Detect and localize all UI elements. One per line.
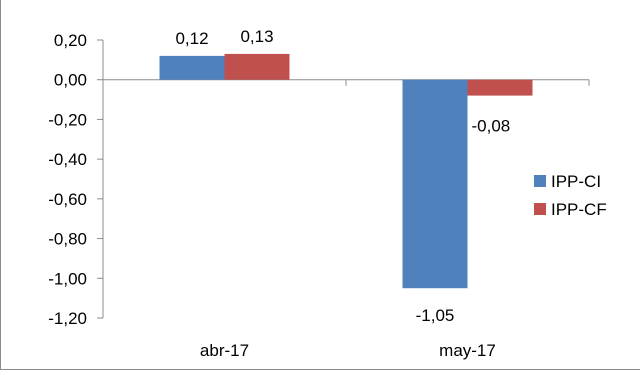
bar-ipp-ci-may-17 xyxy=(402,79,468,289)
y-tick-label: 0,20 xyxy=(54,31,87,50)
y-tick-label: -0,40 xyxy=(48,150,87,169)
y-tick-label: -0,20 xyxy=(48,110,87,129)
bar-ipp-ci-abr-17 xyxy=(159,55,225,80)
x-category-label: abr-17 xyxy=(200,341,249,360)
y-tick-label: 0,00 xyxy=(54,71,87,90)
x-axis-labels: abr-17 may-17 xyxy=(200,79,590,360)
legend: IPP-CI IPP-CF xyxy=(534,172,607,219)
y-tick-label: -0,60 xyxy=(48,190,87,209)
y-tick-label: -1,00 xyxy=(48,269,87,288)
data-label-ipp-cf-abr-17: 0,13 xyxy=(240,27,273,46)
bars xyxy=(159,53,533,289)
legend-swatch-ipp-cf xyxy=(534,203,546,215)
legend-label-ipp-cf: IPP-CF xyxy=(551,200,607,219)
data-label-ipp-cf-may-17: -0,08 xyxy=(472,117,511,136)
x-category-label: may-17 xyxy=(439,341,496,360)
data-labels: 0,12 0,13 -1,05 -0,08 xyxy=(175,27,510,325)
bar-ipp-cf-abr-17 xyxy=(224,53,290,80)
y-tick-label: -0,80 xyxy=(48,230,87,249)
data-label-ipp-ci-may-17: -1,05 xyxy=(416,306,455,325)
data-label-ipp-ci-abr-17: 0,12 xyxy=(175,29,208,48)
y-ticks: 0,20 0,00 -0,20 -0,40 -0,60 -0,80 -1,00 -1,20 xyxy=(48,31,103,328)
legend-swatch-ipp-ci xyxy=(534,175,546,187)
legend-label-ipp-ci: IPP-CI xyxy=(551,172,601,191)
bar-ipp-cf-may-17 xyxy=(467,79,533,96)
y-tick-label: -1,20 xyxy=(48,309,87,328)
